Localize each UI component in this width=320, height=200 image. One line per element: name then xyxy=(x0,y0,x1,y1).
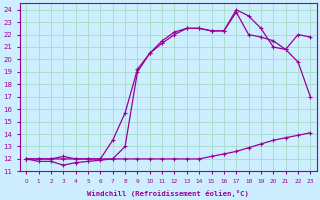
X-axis label: Windchill (Refroidissement éolien,°C): Windchill (Refroidissement éolien,°C) xyxy=(87,190,249,197)
